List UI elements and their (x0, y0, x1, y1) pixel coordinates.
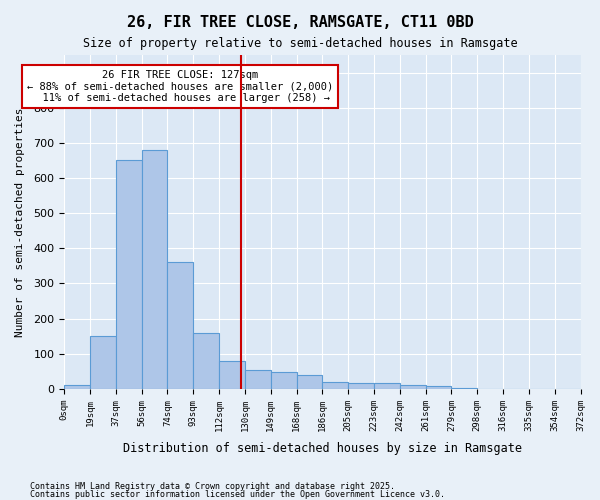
Bar (64, 386, 90, 389)
Bar (219, 361, 245, 389)
Text: Size of property relative to semi-detached houses in Ramsgate: Size of property relative to semi-detach… (83, 38, 517, 51)
Bar (167, 262, 193, 389)
Text: 26, FIR TREE CLOSE, RAMSGATE, CT11 0BD: 26, FIR TREE CLOSE, RAMSGATE, CT11 0BD (127, 15, 473, 30)
Bar (193, 332, 219, 389)
Text: 26 FIR TREE CLOSE: 127sqm
← 88% of semi-detached houses are smaller (2,000)
  11: 26 FIR TREE CLOSE: 127sqm ← 88% of semi-… (27, 70, 333, 103)
Text: Contains HM Land Registry data © Crown copyright and database right 2025.: Contains HM Land Registry data © Crown c… (30, 482, 395, 491)
Bar (322, 382, 348, 389)
Bar (90, 336, 116, 389)
Bar (142, 150, 167, 389)
Bar (374, 382, 400, 389)
Bar (116, 160, 142, 389)
X-axis label: Distribution of semi-detached houses by size in Ramsgate: Distribution of semi-detached houses by … (123, 442, 522, 455)
Bar (400, 384, 425, 389)
Bar (425, 386, 451, 389)
Bar (271, 372, 296, 389)
Bar (451, 388, 477, 389)
Text: Contains public sector information licensed under the Open Government Licence v3: Contains public sector information licen… (30, 490, 445, 499)
Y-axis label: Number of semi-detached properties: Number of semi-detached properties (15, 107, 25, 336)
Bar (348, 382, 374, 389)
Bar (296, 375, 322, 389)
Bar (245, 370, 271, 389)
